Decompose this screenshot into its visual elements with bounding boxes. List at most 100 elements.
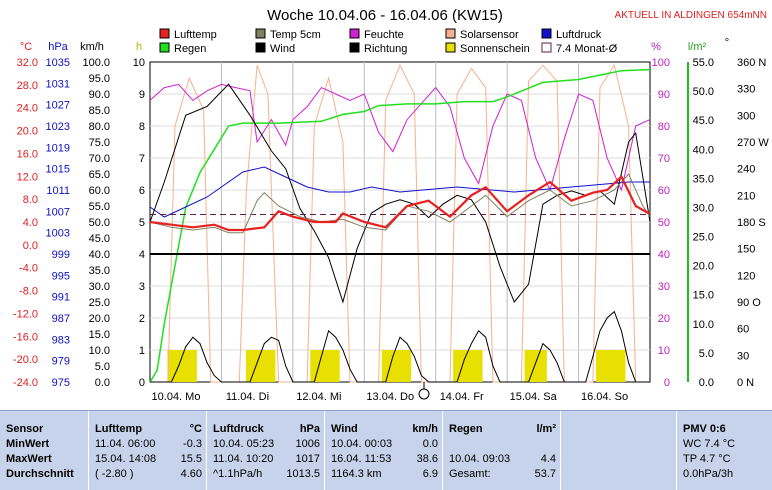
sensor-row-min: MinWert [6, 438, 50, 450]
axis-tick-humidity: 50 [658, 217, 670, 229]
axis-tick-rain: 50.0 [693, 86, 714, 98]
axis-tick-rain: 30.0 [693, 202, 714, 214]
blank-column [560, 411, 676, 490]
axis-tick-sun: 2 [139, 313, 145, 325]
axis-tick-temp: 24.0 [17, 103, 38, 115]
sensor-column: Sensor MinWert MaxWert Durchschnitt [0, 411, 88, 490]
sunshine-bar [317, 350, 326, 382]
series-lufttemp [149, 174, 651, 232]
legend-label-lufttemp: Lufttemp [174, 29, 217, 41]
axis-tick-wind: 35.0 [89, 265, 110, 277]
axis-tick-wind: 60.0 [89, 185, 110, 197]
sunshine-bar [531, 350, 540, 382]
axis-tick-wind: 30.0 [89, 281, 110, 293]
axis-tick-pressure: 1027 [46, 100, 70, 112]
series-feuchte [149, 83, 651, 192]
axis-tick-pressure: 991 [52, 292, 70, 304]
sunshine-bar [331, 350, 340, 382]
wind-max-value: 38.6 [416, 453, 438, 465]
axis-unit-wind: km/h [80, 41, 104, 53]
axis-tick-direction: 300 [737, 110, 755, 122]
wind-min-date: 10.04. 00:03 [331, 438, 393, 450]
pmv-column: PMV 0:6 WC 7.4 °C TP 4.7 °C 0.0hPa/3h [676, 411, 772, 490]
axis-tick-rain: 45.0 [693, 115, 714, 127]
sunshine-bar [253, 350, 262, 382]
sunshine-bar [538, 350, 547, 382]
lufttemp-min-date: 11.04. 06:00 [95, 438, 156, 450]
axis-tick-direction: 240 [737, 164, 755, 176]
legend-label-richtung: Richtung [364, 43, 407, 55]
axis-tick-wind: 10.0 [89, 345, 110, 357]
axis-tick-humidity: 60 [658, 185, 670, 197]
plot-axes: 32.028.024.020.016.012.08.04.00.0-4.0-8.… [13, 57, 769, 389]
axis-tick-rain: 40.0 [693, 144, 714, 156]
pmv-dewpoint: TP 4.7 °C [683, 453, 731, 465]
axis-unit-sun: h [136, 41, 142, 53]
legend-label-regen: Regen [174, 43, 206, 55]
x-tick-label: 12.04. Mi [296, 391, 341, 403]
legend-label-luftdruck: Luftdruck [556, 29, 602, 41]
axis-tick-wind: 45.0 [89, 233, 110, 245]
chart-title: Woche 10.04.06 - 16.04.06 (KW15) [267, 7, 503, 24]
axis-tick-wind: 65.0 [89, 169, 110, 181]
axis-tick-temp: -16.0 [13, 331, 38, 343]
axis-tick-wind: 85.0 [89, 105, 110, 117]
x-tick-label: 11.04. Di [226, 391, 269, 403]
sunshine-bar [467, 350, 476, 382]
scroll-handle[interactable] [418, 382, 430, 400]
wind-avg-value: 6.9 [422, 468, 438, 480]
lufttemp-column: Lufttemp °C 11.04. 06:00 -0.3 15.04. 14:08… [88, 411, 206, 490]
luftdruck-min-date: 10.04. 05:23 [213, 438, 275, 450]
axis-tick-humidity: 70 [658, 153, 670, 165]
axis-tick-pressure: 1015 [46, 164, 70, 176]
sunshine-bar [610, 350, 619, 382]
axis-tick-sun: 10 [133, 57, 145, 69]
axis-tick-rain: 25.0 [693, 232, 714, 244]
axis-tick-pressure: 995 [52, 270, 70, 282]
axis-tick-wind: 0.0 [95, 377, 110, 389]
sunshine-bar [381, 350, 390, 382]
axis-tick-temp: -8.0 [19, 286, 38, 298]
luftdruck-trend: ^1.1hPa/h [213, 468, 263, 480]
axis-tick-wind: 70.0 [89, 153, 110, 165]
axis-tick-direction: 210 [737, 190, 755, 202]
axis-tick-wind: 90.0 [89, 89, 110, 101]
sensor-row-avg: Durchschnitt [6, 468, 74, 480]
axis-tick-sun: 0 [139, 377, 145, 389]
chart-legend: Lufttemp Temp 5cm Feuchte Solarsensor Luftdr… [159, 28, 618, 55]
sunshine-bar [167, 350, 176, 382]
sunshine-bar [246, 350, 254, 382]
axis-tick-pressure: 999 [52, 249, 70, 261]
luftdruck-unit: hPa [299, 423, 320, 435]
luftdruck-max-value: 1017 [295, 453, 320, 465]
axis-tick-pressure: 1003 [46, 228, 70, 240]
axis-tick-wind: 25.0 [89, 297, 110, 309]
luftdruck-min-value: 1006 [295, 438, 320, 450]
axis-tick-sun: 6 [139, 185, 145, 197]
lufttemp-header: Lufttemp [95, 423, 143, 435]
axis-tick-wind: 15.0 [89, 329, 110, 341]
regen-max-date: 10.04. 09:03 [449, 453, 511, 465]
regen-total-label: Gesamt: [449, 468, 491, 480]
sunshine-bar [181, 350, 190, 382]
legend-label-solar: Solarsensor [460, 29, 519, 41]
axis-tick-rain: 35.0 [693, 173, 714, 185]
axis-tick-wind: 95.0 [89, 73, 110, 85]
axis-tick-temp: 28.0 [17, 80, 38, 92]
pmv-windchill: WC 7.4 °C [683, 438, 736, 450]
regen-max-value: 4.4 [540, 453, 556, 465]
axis-tick-temp: 8.0 [23, 194, 38, 206]
axis-tick-direction: 270 W [737, 137, 769, 149]
axis-tick-wind: 20.0 [89, 313, 110, 325]
axis-tick-direction: 150 [737, 244, 755, 256]
axis-tick-wind: 40.0 [89, 249, 110, 261]
lufttemp-max-date: 15.04. 14:08 [95, 453, 157, 465]
sunshine-bar [460, 350, 469, 382]
axis-tick-temp: 0.0 [23, 240, 38, 252]
axis-tick-direction: 30 [737, 350, 749, 362]
axis-tick-sun: 7 [139, 153, 145, 165]
regen-unit: l/m² [536, 423, 556, 435]
legend-label-sonne: Sonnenschein [460, 43, 530, 55]
legend-label-feuchte: Feuchte [364, 29, 404, 41]
axis-tick-pressure: 1031 [46, 78, 70, 90]
